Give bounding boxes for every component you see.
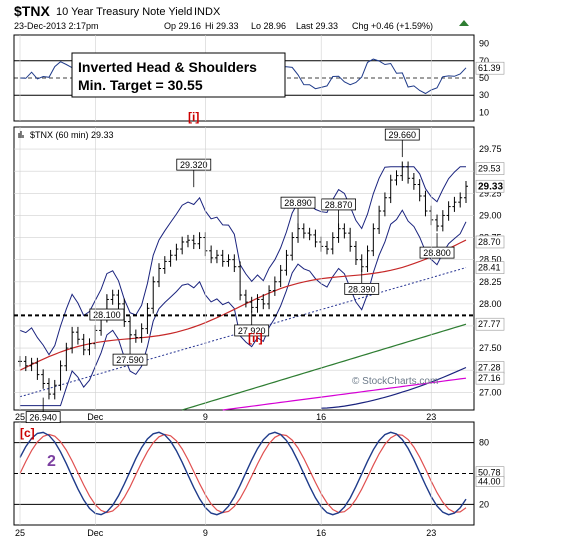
watermark: © StockCharts.com (352, 376, 438, 387)
price-right-label: 29.53 (478, 164, 501, 174)
header-open: Op 29.16 (164, 21, 201, 31)
callout-box (321, 198, 356, 211)
callout-label: 28.890 (284, 198, 312, 208)
header-last: Last 29.33 (296, 21, 338, 31)
callout-box (384, 128, 420, 141)
rsi-y-tick: 50 (479, 73, 489, 83)
pattern-box (71, 52, 286, 98)
price-right-label: 27.16 (478, 373, 501, 383)
x-tick-label: 25 (15, 528, 25, 538)
wave-label-c: [c] (20, 426, 35, 440)
callout-box (112, 353, 148, 366)
callout-box (89, 308, 125, 321)
price-right-label-box (475, 162, 505, 175)
callout-box (25, 411, 61, 424)
stoch-panel (13, 421, 475, 526)
header-low: Lo 28.96 (251, 21, 286, 31)
price-panel-label: $TNX (60 min) 29.33 (30, 130, 114, 140)
lower-band-line (20, 209, 467, 407)
x-tick-label: 16 (316, 412, 326, 422)
header-high: Hi 29.33 (205, 21, 239, 31)
callout-label: 28.100 (93, 310, 121, 320)
header-name: 10 Year Treasury Note Yield (56, 6, 192, 18)
callout-box (344, 282, 380, 295)
stoch-fast-line (19, 431, 467, 516)
x-tick-label: Dec (87, 412, 104, 422)
upper-band-line (19, 166, 466, 356)
rsi-y-tick: 90 (479, 39, 489, 49)
callout-box (176, 158, 212, 171)
price-right-label: 28.41 (478, 263, 501, 273)
price-panel (13, 126, 475, 411)
callout-label: 27.920 (238, 326, 266, 336)
header-symbol: $TNX (14, 3, 50, 19)
pattern-title: Inverted Head & Shoulders (78, 59, 257, 75)
price-right-label: 28.70 (478, 237, 501, 247)
rsi-value-box (475, 61, 505, 75)
x-tick-label: 9 (203, 412, 208, 422)
x-tick-label: 23 (426, 528, 436, 538)
stoch-value-slow: 44.00 (478, 477, 501, 487)
price-right-label-box (475, 261, 505, 274)
callout-box (419, 246, 455, 259)
rsi-y-tick: 30 (479, 90, 489, 100)
stoch-y-tick: 20 (479, 499, 489, 509)
price-right-label: 29.33 (478, 181, 503, 192)
callout-box (280, 196, 316, 209)
x-tick-label: 23 (426, 412, 436, 422)
rsi-value: 61.39 (478, 63, 501, 73)
header-datetime: 23-Dec-2013 2:17pm (14, 21, 99, 31)
wave-label-i: [i] (188, 110, 199, 124)
header-change: Chg +0.46 (+1.59%) (352, 21, 433, 31)
stoch-slow-line (19, 433, 467, 514)
x-tick-label: 25 (15, 412, 25, 422)
ma-green-line (182, 323, 467, 411)
rsi-y-tick: 70 (479, 56, 489, 66)
pattern-target: Min. Target = 30.55 (78, 77, 203, 93)
price-y-tick: 28.50 (479, 255, 502, 265)
bar-chart-icon (18, 131, 24, 138)
x-tick-label: 9 (203, 528, 208, 538)
price-y-tick: 27.00 (479, 387, 502, 397)
up-arrow-icon (459, 20, 469, 26)
wave-label-2: 2 (47, 453, 56, 470)
stoch-y-tick: 80 (479, 438, 489, 448)
x-tick-label: Dec (87, 528, 104, 538)
ma-red-line (19, 239, 467, 371)
wave-label-ii: [ii] (248, 331, 263, 345)
callout-label: 28.870 (325, 200, 353, 210)
callout-box (234, 324, 270, 337)
price-y-tick: 29.00 (479, 210, 502, 220)
price-right-label: 27.28 (478, 363, 501, 373)
price-right-label: 27.77 (478, 319, 501, 329)
ma-navy-line (321, 366, 467, 409)
header-exchange: INDX (194, 6, 221, 18)
price-right-label-box (475, 317, 505, 331)
price-right-label-box (475, 179, 505, 193)
stoch-value-box (475, 476, 505, 487)
callout-label: 28.800 (423, 248, 451, 258)
price-y-tick: 28.00 (479, 299, 502, 309)
callout-label: 26.940 (29, 413, 57, 423)
price-right-label-box (475, 371, 505, 385)
price-y-tick: 29.25 (479, 188, 502, 198)
rsi-y-tick: 10 (479, 107, 489, 117)
callout-label: 28.390 (348, 284, 376, 294)
x-tick-label: 16 (316, 528, 326, 538)
callout-label: 29.660 (389, 130, 417, 140)
callout-label: 29.320 (180, 160, 208, 170)
callout-label: 27.590 (116, 355, 144, 365)
stoch-value-fast: 50.78 (478, 468, 501, 478)
price-right-label-box (475, 235, 505, 249)
price-y-tick: 27.50 (479, 343, 502, 353)
price-y-tick: 28.25 (479, 277, 502, 287)
price-y-tick: 29.75 (479, 144, 502, 154)
ma-magenta-line (222, 377, 467, 411)
